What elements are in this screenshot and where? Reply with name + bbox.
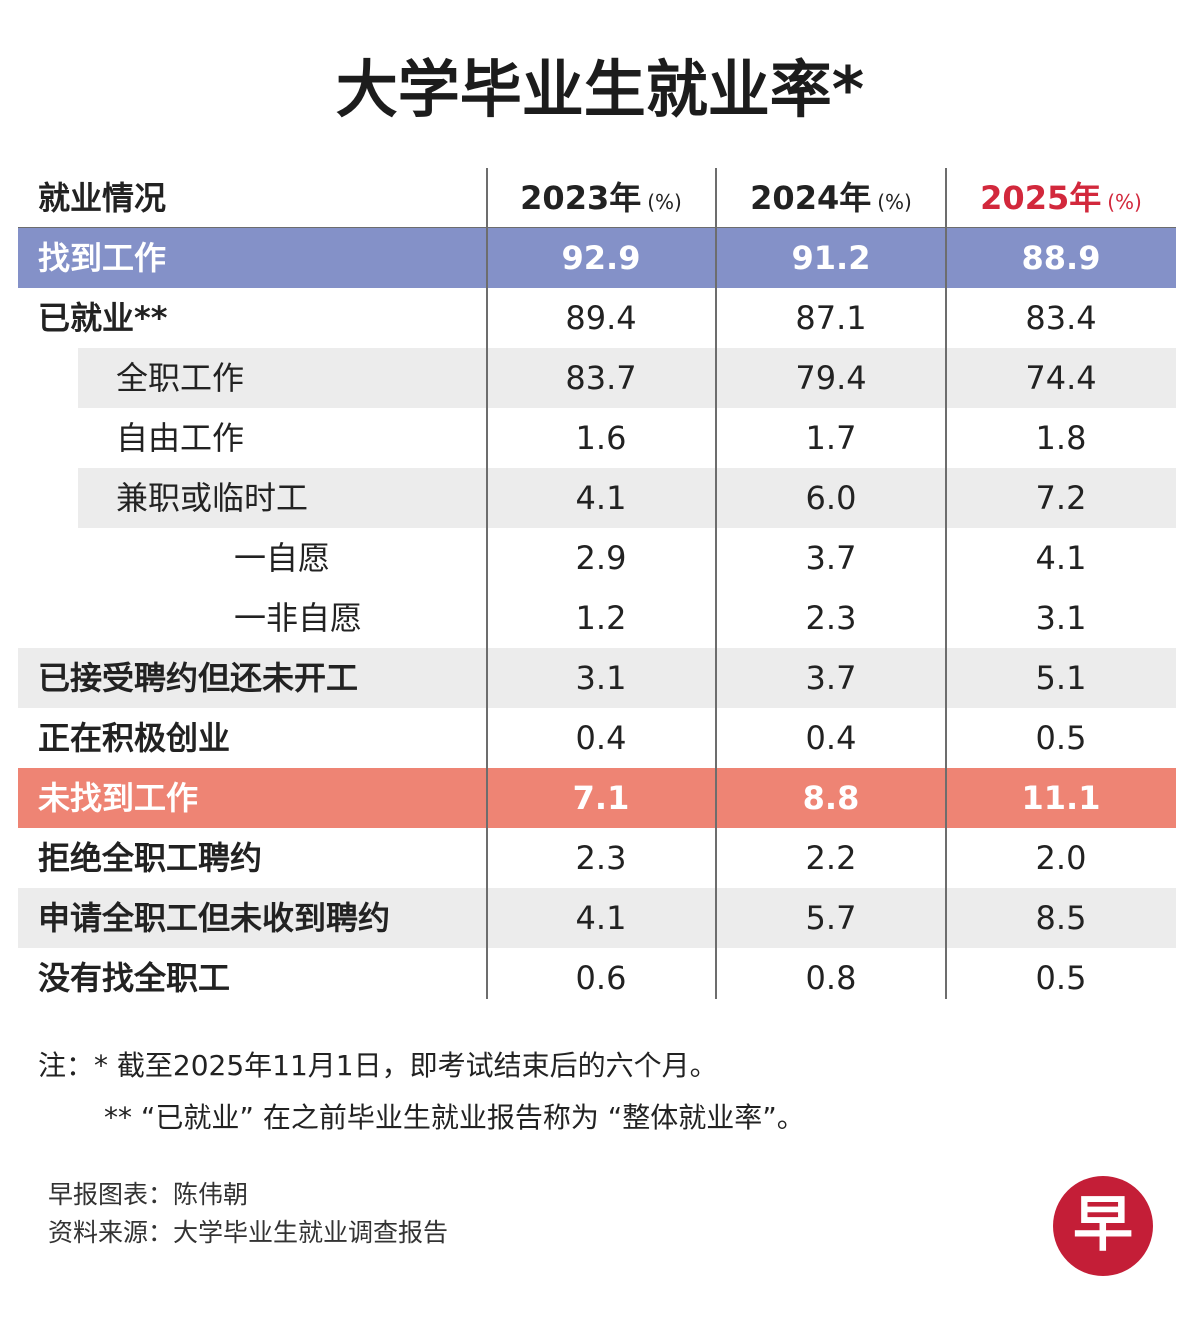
value-cell: 3.1 <box>1035 599 1087 637</box>
value-cell: 3.7 <box>805 659 857 697</box>
value-cell: 92.9 <box>561 239 641 277</box>
value-cell: 1.6 <box>575 419 627 457</box>
zaobao-logo: 早 <box>1053 1176 1153 1276</box>
note-1: 注：* 截至2025年11月1日，即考试结束后的六个月。 <box>38 1049 718 1082</box>
row-label: 兼职或临时工 <box>116 479 309 517</box>
value-cell: 8.5 <box>1035 899 1087 937</box>
value-cell: 2.3 <box>575 839 627 877</box>
header-2025: 2025年 (%) <box>946 168 1176 228</box>
value-cell: 74.4 <box>1025 359 1097 397</box>
row-label: 正在积极创业 <box>38 719 231 757</box>
row-label: 申请全职工但未收到聘约 <box>38 899 391 937</box>
value-cell: 91.2 <box>791 239 871 277</box>
value-cell: 2.0 <box>1035 839 1087 877</box>
row-label: 已接受聘约但还未开工 <box>38 659 359 697</box>
value-cell: 83.7 <box>565 359 637 397</box>
value-cell: 1.2 <box>575 599 627 637</box>
value-cell: 87.1 <box>795 299 867 337</box>
employment-table: 就业情况 2023年 (%) 2024年 (%) 2025年 (%) 找到工作 92.9… <box>18 168 1176 999</box>
value-cell: 89.4 <box>565 299 637 337</box>
page-title: 大学毕业生就业率* <box>335 53 865 126</box>
value-cell: 0.4 <box>575 719 627 757</box>
row-label: 已就业** <box>38 299 168 337</box>
header-2023: 2023年 (%) <box>487 168 715 228</box>
data-source: 资料来源：大学毕业生就业调查报告 <box>48 1218 449 1247</box>
value-cell: 1.7 <box>805 419 857 457</box>
value-cell: 3.7 <box>805 539 857 577</box>
header-unit-2025: (%) <box>1107 190 1142 214</box>
logo-char: 早 <box>1073 1190 1133 1260</box>
row-label: 自由工作 <box>116 419 245 457</box>
value-cell: 2.3 <box>805 599 857 637</box>
row-band <box>18 648 1176 708</box>
value-cell: 79.4 <box>795 359 867 397</box>
value-cell: 0.4 <box>805 719 857 757</box>
row-band <box>78 468 1176 528</box>
value-cell: 4.1 <box>575 479 627 517</box>
row-band <box>18 228 1176 288</box>
header-2024: 2024年 (%) <box>716 168 946 228</box>
value-cell: 83.4 <box>1025 299 1097 337</box>
value-cell: 0.5 <box>1035 719 1087 757</box>
row-label: 没有找全职工 <box>38 959 231 997</box>
row-label: 找到工作 <box>38 239 167 277</box>
column-divider <box>715 168 717 999</box>
value-cell: 6.0 <box>805 479 857 517</box>
value-cell: 2.2 <box>805 839 857 877</box>
notes: 注：* 截至2025年11月1日，即考试结束后的六个月。 ** “已就业” 在之… <box>38 1040 805 1144</box>
row-label: 一非自愿 <box>234 599 363 637</box>
value-cell: 1.8 <box>1035 419 1087 457</box>
column-divider <box>945 168 947 999</box>
value-cell: 88.9 <box>1021 239 1101 277</box>
value-cell: 7.1 <box>572 779 630 817</box>
value-cell: 5.7 <box>805 899 857 937</box>
header-year-2023: 2023年 <box>520 179 642 217</box>
header-unit-2023: (%) <box>647 190 682 214</box>
row-band <box>18 888 1176 948</box>
row-band <box>78 348 1176 408</box>
header-year-2024: 2024年 <box>750 179 872 217</box>
row-label: 未找到工作 <box>38 779 199 817</box>
note-2: ** “已就业” 在之前毕业生就业报告称为 “整体就业率”。 <box>104 1101 805 1134</box>
header-year-2025: 2025年 <box>980 179 1102 217</box>
logo-circle <box>1053 1176 1153 1276</box>
row-label: 一自愿 <box>234 539 331 577</box>
value-cell: 0.5 <box>1035 959 1087 997</box>
value-cell: 2.9 <box>575 539 627 577</box>
graphic-credit: 早报图表：陈伟朝 <box>48 1180 249 1209</box>
source-block: 早报图表：陈伟朝 资料来源：大学毕业生就业调查报告 <box>48 1176 448 1252</box>
value-cell: 4.1 <box>575 899 627 937</box>
value-cell: 4.1 <box>1035 539 1087 577</box>
value-cell: 7.2 <box>1035 479 1087 517</box>
value-cell: 5.1 <box>1035 659 1087 697</box>
row-label: 拒绝全职工聘约 <box>38 839 263 877</box>
header-unit-2024: (%) <box>877 190 912 214</box>
value-cell: 8.8 <box>802 779 860 817</box>
value-cell: 0.8 <box>805 959 857 997</box>
column-divider <box>486 168 488 999</box>
value-cell: 3.1 <box>575 659 627 697</box>
row-label: 全职工作 <box>116 359 245 397</box>
value-cell: 0.6 <box>575 959 627 997</box>
header-label: 就业情况 <box>38 179 167 217</box>
row-band <box>18 768 1176 828</box>
value-cell: 11.1 <box>1021 779 1101 817</box>
